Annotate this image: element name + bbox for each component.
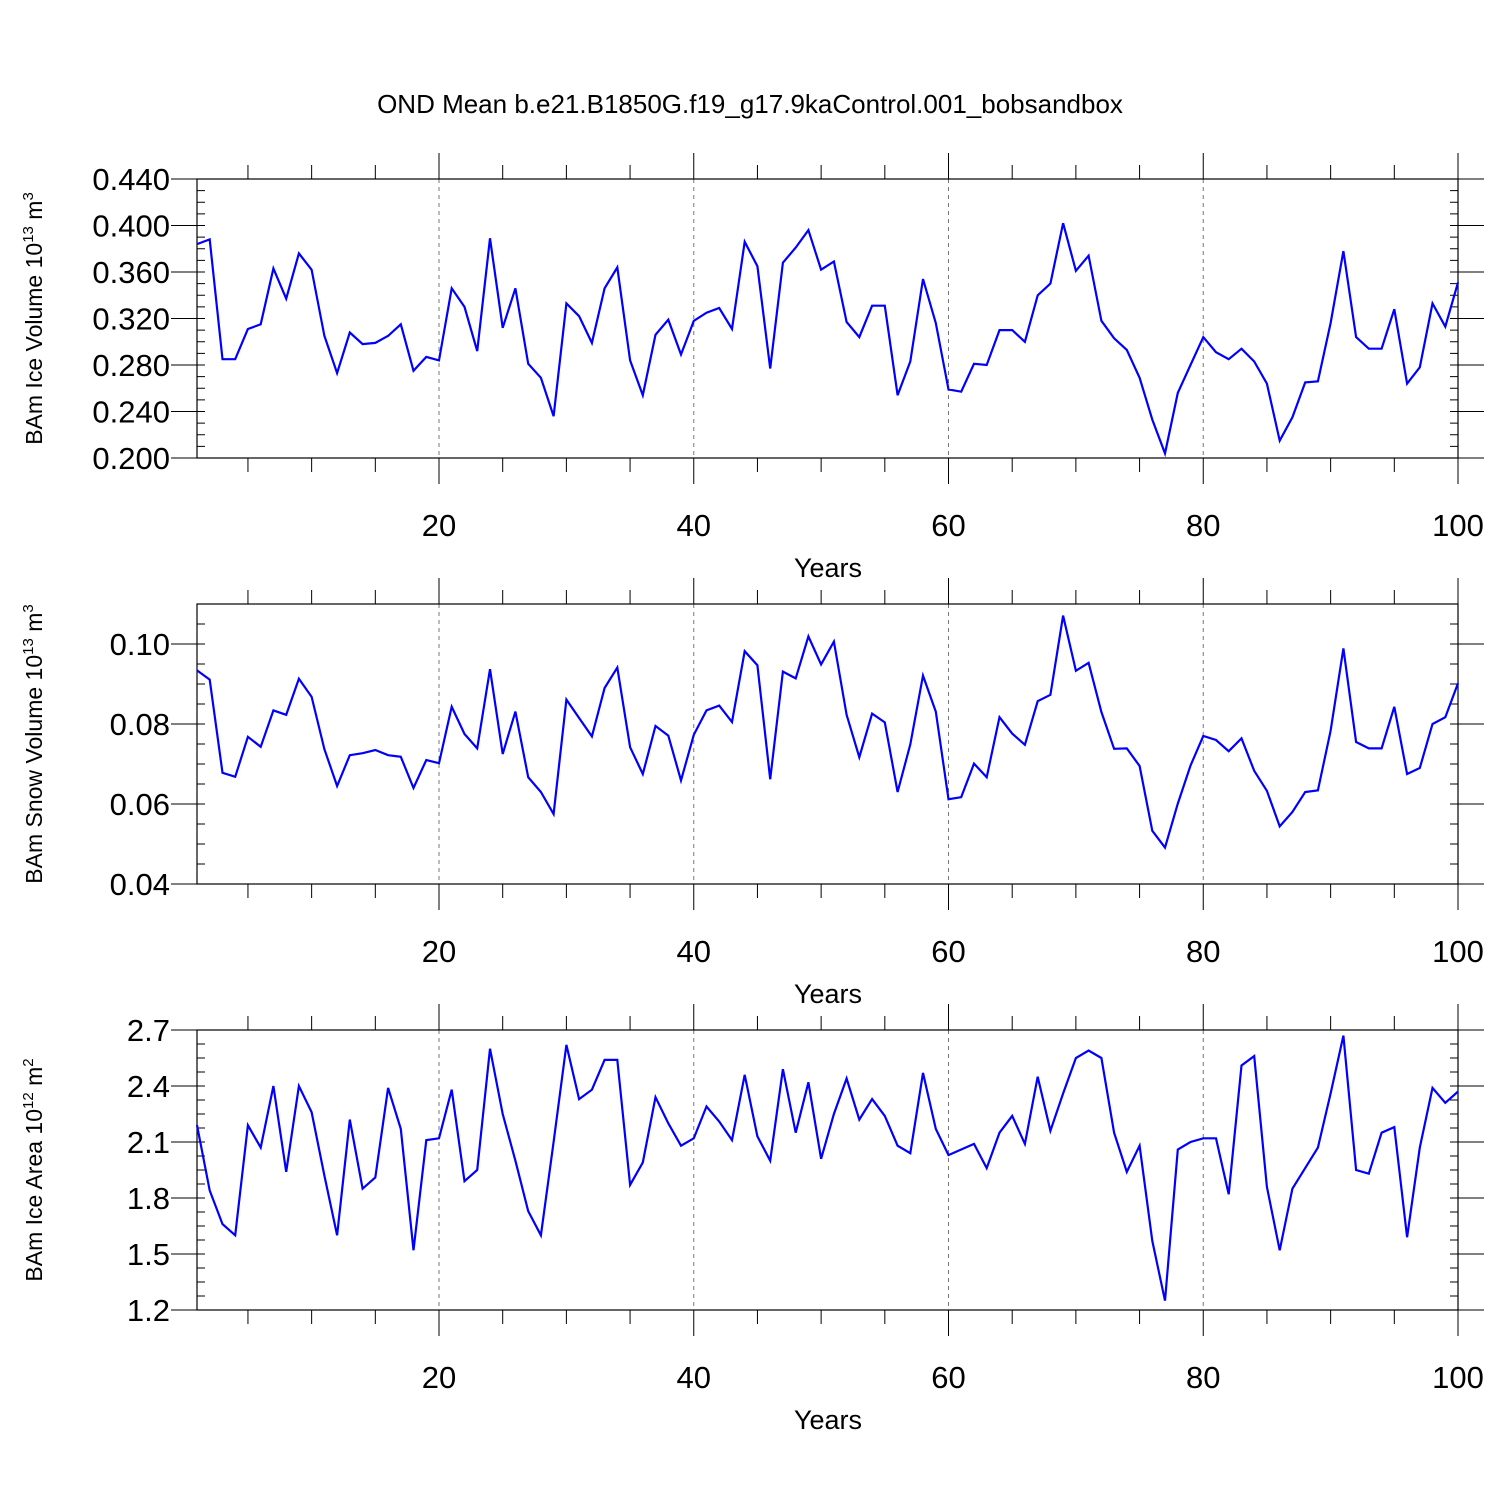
plot-frame [196, 1029, 1459, 1311]
y-tick-label: 2.7 [127, 1013, 170, 1048]
figure-title: OND Mean b.e21.B1850G.f19_g17.9kaControl… [377, 89, 1123, 119]
y-tick-label: 2.1 [127, 1125, 170, 1160]
x-tick-label: 40 [677, 1360, 711, 1395]
y-tick-label: 0.320 [92, 302, 170, 337]
panel-3: 1.2 1.5 1.8 2.1 2.4 2.7 20 40 60 80 100 Years BAm Ic… [20, 1004, 1484, 1435]
x-tick-label: 100 [1432, 1360, 1484, 1395]
series-line [196, 615, 1460, 851]
y-tick-label: 0.06 [110, 787, 170, 822]
series-line [196, 222, 1460, 458]
x-axis-label: Years [794, 979, 862, 1009]
panel-1: 0.200 0.240 0.280 0.320 0.360 0.400 0.440 20 40 6… [20, 153, 1484, 583]
x-axis-label: Years [794, 1405, 862, 1435]
x-tick-label: 20 [422, 508, 456, 543]
y-tick-label: 0.04 [110, 867, 170, 902]
y-tick-label: 0.08 [110, 707, 170, 742]
y-axis-label: BAm Ice Area 1012 m2 [20, 1058, 47, 1281]
y-tick-label: 0.10 [110, 627, 170, 662]
y-axis-label: BAm Ice Volume 1013 m3 [20, 192, 47, 445]
x-tick-label: 80 [1186, 508, 1220, 543]
panels: 0.200 0.240 0.280 0.320 0.360 0.400 0.440 20 40 6… [20, 153, 1484, 1435]
y-tick-label: 2.4 [127, 1069, 170, 1104]
x-tick-label: 40 [677, 508, 711, 543]
x-tick-label: 80 [1186, 1360, 1220, 1395]
y-tick-label: 0.360 [92, 255, 170, 290]
x-axis-label: Years [794, 553, 862, 583]
x-tick-label: 20 [422, 1360, 456, 1395]
y-tick-label: 0.200 [92, 441, 170, 476]
x-tick-label: 60 [931, 1360, 965, 1395]
y-tick-label: 0.400 [92, 209, 170, 244]
x-tick-label: 100 [1432, 508, 1484, 543]
y-tick-label: 0.440 [92, 162, 170, 197]
y-axis-label: BAm Snow Volume 1013 m3 [20, 604, 47, 883]
x-tick-label: 100 [1432, 934, 1484, 969]
x-tick-label: 60 [931, 508, 965, 543]
y-tick-label: 1.2 [127, 1293, 170, 1328]
series-line [195, 1035, 1459, 1301]
x-tick-label: 40 [677, 934, 711, 969]
x-tick-label: 80 [1186, 934, 1220, 969]
y-tick-label: 0.240 [92, 395, 170, 430]
y-tick-label: 1.8 [127, 1181, 170, 1216]
y-tick-label: 0.280 [92, 348, 170, 383]
plot-frame [196, 603, 1459, 885]
plot-frame [196, 178, 1459, 459]
panel-2: 0.04 0.06 0.08 0.10 20 40 60 80 100 Years BAm Snow… [20, 578, 1484, 1009]
x-tick-label: 60 [931, 934, 965, 969]
y-tick-label: 1.5 [127, 1237, 170, 1272]
x-tick-label: 20 [422, 934, 456, 969]
